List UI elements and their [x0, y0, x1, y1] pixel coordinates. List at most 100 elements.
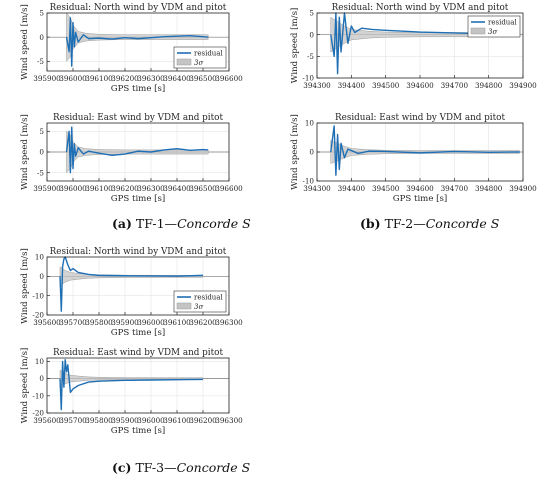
plot-frame	[46, 256, 230, 316]
series-residual-line	[65, 17, 209, 67]
x-tick-label-0: 395600	[33, 318, 61, 327]
chart-panel-5: 3956003957003958003959003960003961003962…	[20, 247, 243, 338]
caption-b-aircraft: Concorde S	[425, 216, 500, 231]
x-tick-label-6: 396200	[189, 416, 217, 425]
x-tick-label-3: 394600	[406, 184, 434, 193]
legend-3sigma-label: 3σ	[194, 303, 203, 311]
x-tick-label-6: 396500	[189, 184, 217, 193]
y-tick-label-2: 0	[39, 374, 44, 383]
x-tick-label-1: 395700	[59, 318, 87, 327]
y-tick-label-1: -10	[32, 391, 44, 400]
chart-title: Residual: East wind by VDM and pitot	[53, 113, 223, 123]
plot-frame	[46, 12, 230, 72]
x-tick-label-0: 394300	[303, 81, 331, 90]
y-tick-label-1: 0	[309, 148, 314, 157]
y-axis-label: Wind speed [m/s]	[290, 8, 300, 84]
chart-title: Residual: East wind by VDM and pitot	[335, 113, 505, 123]
x-tick-label-4: 396000	[137, 416, 165, 425]
x-tick-label-0: 394300	[303, 184, 331, 193]
x-tick-label-2: 394500	[372, 184, 400, 193]
chart-title: Residual: East wind by VDM and pitot	[53, 348, 223, 358]
x-tick-label-1: 394400	[338, 81, 366, 90]
x-axis-label: GPS time [s]	[111, 426, 166, 436]
caption-b-text: TF-2—	[384, 216, 426, 231]
y-tick-label-2: 5	[39, 127, 44, 136]
series-residual-line	[65, 126, 209, 174]
legend-residual-label: residual	[194, 294, 223, 302]
x-tick-label-4: 396300	[137, 74, 165, 83]
x-tick-label-4: 396300	[137, 184, 165, 193]
caption-a-letter: (a)	[112, 216, 132, 231]
y-tick-label-2: 10	[305, 119, 315, 128]
chart-title: Residual: North wind by VDM and pitot	[50, 247, 227, 257]
legend-3sigma-swatch	[470, 27, 486, 35]
chart-title: Residual: North wind by VDM and pitot	[50, 3, 227, 13]
x-tick-label-1: 394400	[338, 184, 366, 193]
x-axis-label: GPS time [s]	[111, 194, 166, 204]
caption-c: (c) TF-3—Concorde S	[112, 460, 250, 475]
legend-3sigma-label: 3σ	[194, 59, 203, 67]
legend-3sigma-swatch	[176, 302, 192, 310]
chart-title: Residual: North wind by VDM and pitot	[332, 3, 509, 13]
x-tick-label-2: 395800	[85, 416, 113, 425]
x-tick-label-6: 396500	[189, 74, 217, 83]
x-tick-label-5: 396100	[163, 318, 191, 327]
x-tick-label-3: 394600	[406, 81, 434, 90]
caption-c-aircraft: Concorde S	[176, 460, 251, 475]
x-tick-label-2: 394500	[372, 81, 400, 90]
x-tick-label-3: 395900	[111, 318, 139, 327]
x-axis-label: GPS time [s]	[393, 194, 448, 204]
x-tick-label-6: 394900	[509, 184, 537, 193]
x-tick-label-2: 396100	[85, 184, 113, 193]
y-tick-label-0: -5	[37, 168, 44, 177]
x-tick-label-2: 396100	[85, 74, 113, 83]
y-axis-label: Wind speed [m/s]	[290, 114, 300, 190]
legend-3sigma-swatch	[176, 58, 192, 66]
caption-b: (b) TF-2—Concorde S	[360, 216, 499, 231]
y-axis-label: Wind speed [m/s]	[20, 4, 30, 80]
y-tick-label-1: 0	[39, 148, 44, 157]
chart-panel-6: 3956003957003958003959003960003961003962…	[20, 348, 243, 436]
x-axis-label: GPS time [s]	[111, 84, 166, 94]
plot-frame	[46, 357, 230, 414]
x-tick-label-3: 396200	[111, 184, 139, 193]
x-tick-label-0: 395600	[33, 416, 61, 425]
x-tick-label-6: 394900	[509, 81, 537, 90]
chart-panel-4: 394300 394400 394500 394600 394700 394800 3949…	[290, 113, 537, 204]
x-tick-label-2: 395800	[85, 318, 113, 327]
series-residual-line	[59, 359, 204, 411]
y-tick-label-1: -5	[307, 52, 314, 61]
caption-c-letter: (c)	[112, 460, 132, 475]
caption-a-aircraft: Concorde S	[177, 216, 251, 231]
caption-c-text: TF-3—	[135, 460, 177, 475]
y-tick-label-1: 0	[39, 33, 44, 42]
x-tick-label-0: 395900	[33, 74, 61, 83]
x-tick-label-6: 396200	[189, 318, 217, 327]
x-tick-label-5: 394800	[475, 81, 503, 90]
x-tick-label-4: 394700	[441, 81, 469, 90]
y-tick-label-0: -20	[32, 409, 44, 418]
x-tick-label-7: 396600	[215, 184, 243, 193]
series-residual-line	[330, 12, 520, 75]
y-tick-label-0: -10	[302, 177, 314, 186]
x-tick-label-1: 395700	[59, 416, 87, 425]
caption-a-text: TF-1—	[135, 216, 178, 231]
legend-residual-label: residual	[194, 50, 223, 58]
y-tick-label-3: 10	[35, 253, 45, 262]
x-tick-label-5: 396400	[163, 74, 191, 83]
y-tick-label-0: -10	[302, 74, 314, 83]
x-axis-label: GPS time [s]	[111, 328, 166, 338]
x-tick-label-0: 395900	[33, 184, 61, 193]
x-tick-label-5: 396100	[163, 416, 191, 425]
x-tick-label-7: 396300	[215, 318, 243, 327]
series-residual-line	[330, 125, 520, 176]
chart-panel-1: 3959003960003961003962003963003964003965…	[20, 3, 243, 94]
y-tick-label-3: 10	[35, 357, 45, 366]
x-tick-label-5: 394800	[475, 184, 503, 193]
x-tick-label-3: 395900	[111, 416, 139, 425]
chart-panel-2: 3959003960003961003962003963003964003965…	[20, 113, 243, 204]
y-tick-label-0: -5	[37, 57, 44, 66]
